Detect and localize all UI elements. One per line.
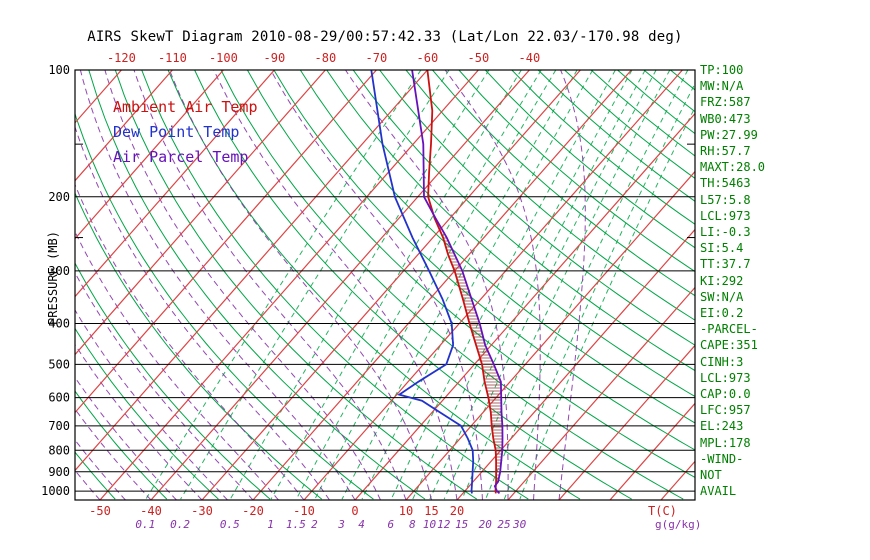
top-temp-tick: -80 [315, 51, 337, 65]
stats-line: KI:292 [700, 273, 744, 288]
top-temp-tick: -70 [366, 51, 388, 65]
mixing-ratio-tick: 15 [455, 518, 468, 531]
stats-line: TP:100 [700, 63, 744, 77]
top-temp-tick: -60 [417, 51, 439, 65]
legend-dew-point-temp: Dew Point Temp [113, 123, 240, 141]
stats-panel: TP:100 MW:N/A FRZ:587 WB0:473 PW:27.99 RH:57.… [700, 62, 765, 499]
mixing-ratio-tick: 4 [358, 518, 365, 531]
mixing-ratio-tick: 3 [337, 518, 345, 531]
pressure-tick: 900 [48, 465, 70, 479]
pressure-axis-label: PRESSURE (MB) [46, 231, 60, 325]
pressure-tick: 1000 [41, 484, 70, 498]
pressure-tick: 600 [48, 391, 70, 405]
bottom-temp-tick: -30 [191, 504, 213, 518]
top-temp-tick: -40 [519, 51, 541, 65]
stats-line: -PARCEL- [700, 322, 758, 337]
pressure-lines [75, 70, 695, 492]
bottom-temp-tick: -50 [89, 504, 111, 518]
stats-line: L57:5.8 [700, 192, 751, 207]
bottom-temp-tick: -20 [242, 504, 264, 518]
pressure-tick: 500 [48, 357, 70, 371]
bottom-temp-tick: -10 [293, 504, 315, 518]
stats-line: FRZ:587 [700, 95, 751, 110]
stats-line: CAP:0.0 [700, 387, 751, 402]
top-temp-tick: -50 [468, 51, 490, 65]
pressure-tick: 700 [48, 419, 70, 433]
stats-line: MAXT:28.0 [700, 160, 766, 175]
mixing-ratio-tick: 6 [387, 518, 394, 531]
stats-line: PW:27.99 [700, 127, 758, 142]
mixing-ratio-tick: 1.5 [286, 518, 306, 531]
stats-line: AVAIL [700, 484, 737, 499]
mixing-ratio-tick: 2 [311, 518, 318, 531]
axis-labels: -120 -110 -100 -90 -80 -70 -60 -50 -40-50 -40 -30-… [41, 51, 701, 531]
stats-line: EL:243 [700, 419, 744, 434]
pressure-tick: 200 [48, 190, 70, 204]
stats-line: TT:37.7 [700, 257, 751, 272]
stats-line: NOT [700, 468, 722, 483]
stats-line: CINH:3 [700, 354, 744, 369]
pressure-tick: 800 [48, 443, 70, 457]
stats-line: LFC:957 [700, 403, 751, 418]
stats-line: EI:0.2 [700, 306, 744, 321]
stats-line: LI:-0.3 [700, 225, 751, 240]
top-temp-tick: -90 [264, 51, 286, 65]
stats-line: -WIND- [700, 451, 744, 466]
cape-hatch [443, 237, 503, 482]
dew-point-temp-curve [370, 70, 475, 494]
bottom-temp-tick: -40 [140, 504, 162, 518]
bottom-temp-tick: 20 [450, 504, 464, 518]
stats-line: LCL:973 [700, 208, 751, 223]
mixing-ratio-tick: 1 [267, 518, 274, 531]
stats-line: MPL:178 [700, 435, 751, 450]
stats-line: LCL:973 [700, 370, 751, 385]
mixing-ratio-tick: 0.1 [135, 518, 155, 531]
mixing-ratio-tick: 20 [479, 518, 493, 531]
ambient-air-temp-curve [426, 70, 498, 494]
stats-line: RH:57.7 [700, 144, 751, 159]
pressure-tick: 400 [48, 317, 70, 331]
top-temp-tick: -100 [209, 51, 238, 65]
moist-adiabats [75, 70, 586, 500]
stats-line: MW:N/A [700, 79, 744, 94]
mixing-ratio-tick: 0.5 [220, 518, 240, 531]
legend-air-parcel-temp: Air Parcel Temp [113, 148, 249, 166]
dry-adiabats [75, 70, 695, 500]
chart-legend: Ambient Air Temp Dew Point Temp Air Parc… [113, 95, 258, 170]
bottom-temp-tick: 15 [424, 504, 438, 518]
plot-grid [75, 70, 695, 500]
mixing-ratio-tick: 25 [497, 518, 510, 531]
stats-line: SW:N/A [700, 289, 744, 304]
stats-line: SI:5.4 [700, 241, 744, 256]
temp-axis-label: T(C) [648, 504, 677, 518]
stats-line: WB0:473 [700, 111, 751, 126]
mixing-axis-label: g(g/kg) [655, 518, 701, 531]
stats-line: CAPE:351 [700, 338, 758, 353]
stats-line: TH:5463 [700, 176, 751, 191]
top-temp-tick: -110 [158, 51, 187, 65]
bottom-temp-tick: 10 [399, 504, 413, 518]
mixing-ratio-tick: 0.2 [170, 518, 190, 531]
top-temp-tick: -120 [107, 51, 136, 65]
legend-ambient-air-temp: Ambient Air Temp [113, 98, 258, 116]
mixing-ratio-tick: 8 [409, 518, 416, 531]
chart-title: AIRS SkewT Diagram 2010-08-29/00:57:42.3… [87, 29, 683, 45]
mixing-ratio-tick: 30 [512, 518, 527, 531]
mixing-ratio-tick: 10 [423, 518, 437, 531]
pressure-tick: 300 [48, 264, 70, 278]
mixing-ratio-tick: 12 [437, 518, 451, 531]
air-parcel-temp-curve [411, 70, 504, 495]
bottom-temp-tick: 0 [351, 504, 358, 518]
plot-frame [74, 69, 696, 501]
isotherms [75, 70, 695, 500]
pressure-tick: 100 [48, 63, 70, 77]
